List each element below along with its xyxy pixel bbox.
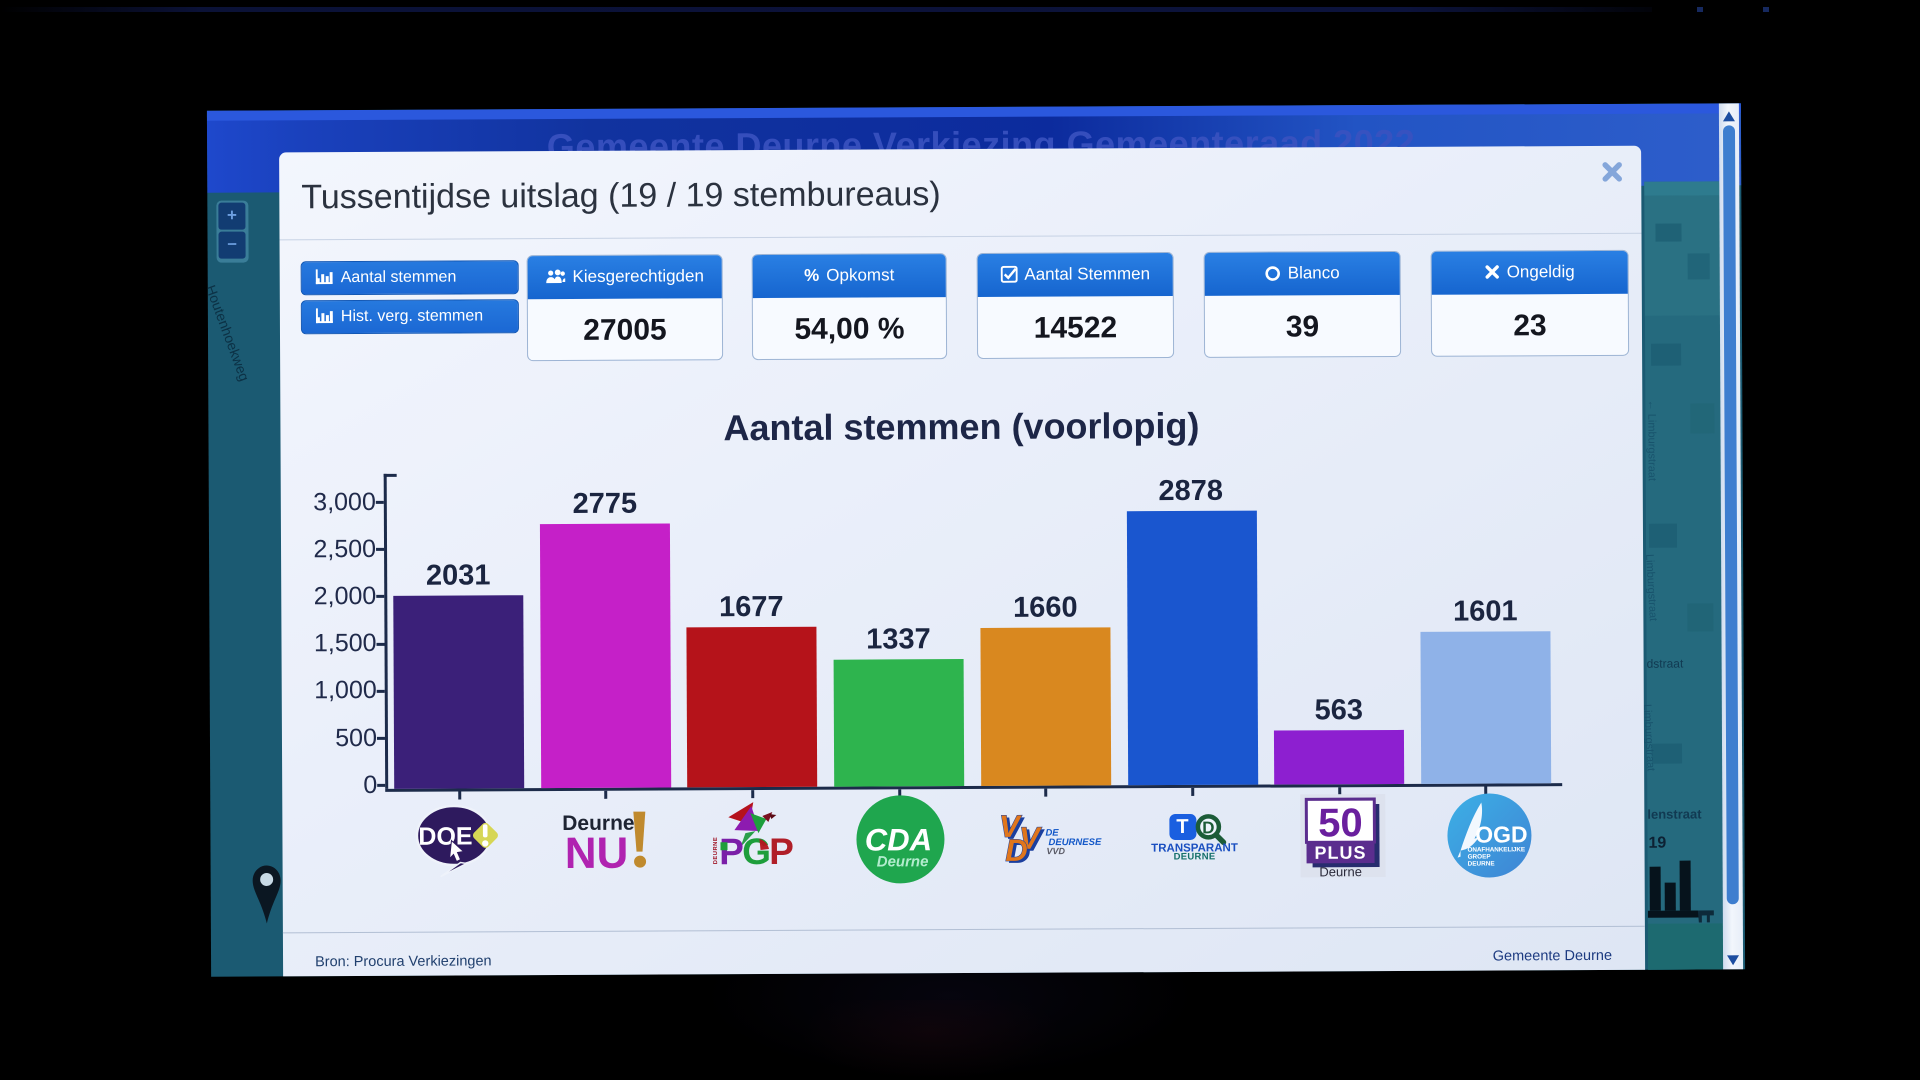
svg-text:CDA: CDA [865, 822, 932, 857]
svg-text:DOE: DOE [418, 822, 472, 850]
svg-text:NU: NU [565, 829, 629, 878]
svg-text:V: V [1002, 811, 1025, 846]
svg-text:V: V [1019, 821, 1042, 856]
svg-text:P: P [769, 831, 794, 872]
svg-text:V: V [1022, 823, 1045, 858]
svg-text:P: P [719, 831, 744, 872]
svg-text:GROEP: GROEP [1468, 853, 1492, 860]
svg-text:T: T [1176, 816, 1188, 838]
svg-text:Deurne: Deurne [1319, 864, 1362, 879]
svg-text:DEURNESE: DEURNESE [1048, 837, 1102, 848]
svg-text:Deurne: Deurne [562, 812, 634, 835]
svg-text:G: G [742, 831, 771, 872]
svg-text:DE: DE [1045, 828, 1059, 839]
svg-text:PLUS: PLUS [1314, 843, 1366, 863]
svg-text:OGD: OGD [1475, 821, 1528, 847]
svg-text:VVD: VVD [1046, 846, 1065, 856]
svg-text:ONAFHANKELIJKE: ONAFHANKELIJKE [1468, 846, 1526, 853]
svg-text:50: 50 [1318, 801, 1363, 845]
svg-text:TRANSPARANT: TRANSPARANT [1151, 842, 1238, 854]
svg-text:DEURNE: DEURNE [1468, 860, 1496, 867]
svg-text:Deurne: Deurne [877, 853, 929, 870]
svg-text:DEURNE: DEURNE [1174, 851, 1216, 862]
svg-text:D: D [1202, 818, 1214, 837]
svg-text:D: D [1008, 835, 1031, 870]
svg-text:DEURNE: DEURNE [713, 837, 719, 865]
svg-text:D: D [1005, 833, 1028, 868]
svg-text:V: V [999, 809, 1022, 844]
